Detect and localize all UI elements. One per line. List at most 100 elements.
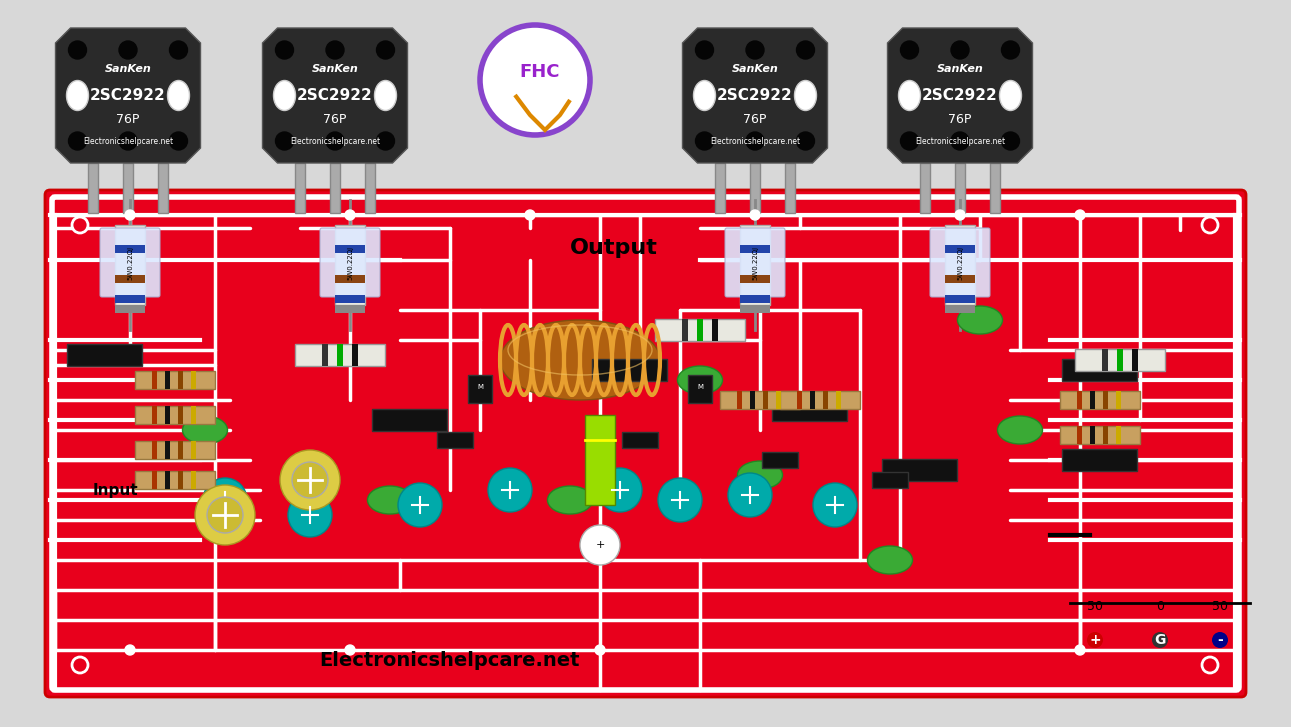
Circle shape bbox=[598, 468, 642, 512]
FancyBboxPatch shape bbox=[99, 228, 160, 297]
Bar bbox=[785, 163, 795, 213]
Bar bbox=[837, 391, 840, 409]
Bar bbox=[1103, 349, 1108, 371]
Circle shape bbox=[275, 41, 293, 59]
FancyBboxPatch shape bbox=[320, 228, 380, 297]
Bar bbox=[740, 305, 769, 313]
Bar bbox=[945, 245, 975, 253]
Text: 0: 0 bbox=[1155, 601, 1164, 614]
Text: 2SC2922: 2SC2922 bbox=[922, 88, 998, 103]
Text: Input: Input bbox=[92, 483, 138, 497]
Bar bbox=[780, 391, 860, 409]
Circle shape bbox=[68, 132, 86, 150]
Circle shape bbox=[195, 485, 256, 545]
Ellipse shape bbox=[182, 416, 227, 444]
Text: M: M bbox=[476, 384, 483, 390]
Text: 50: 50 bbox=[1087, 601, 1103, 614]
Circle shape bbox=[658, 478, 702, 522]
Bar bbox=[945, 305, 975, 313]
Bar bbox=[178, 371, 183, 389]
Polygon shape bbox=[56, 28, 200, 163]
Bar bbox=[123, 163, 133, 213]
Circle shape bbox=[750, 210, 760, 220]
Bar bbox=[334, 275, 365, 283]
Bar bbox=[1060, 426, 1140, 444]
Circle shape bbox=[327, 41, 343, 59]
Circle shape bbox=[951, 132, 970, 150]
Bar bbox=[115, 305, 145, 313]
Bar bbox=[715, 163, 726, 213]
Circle shape bbox=[1212, 632, 1228, 648]
Circle shape bbox=[1152, 632, 1168, 648]
Bar bbox=[352, 344, 358, 366]
Bar bbox=[1090, 426, 1095, 444]
Bar bbox=[178, 471, 183, 489]
Text: 5W0.22ΩJ: 5W0.22ΩJ bbox=[127, 246, 133, 280]
Circle shape bbox=[480, 25, 590, 135]
Bar bbox=[763, 391, 768, 409]
Bar bbox=[337, 344, 343, 366]
Circle shape bbox=[901, 41, 918, 59]
Text: 76P: 76P bbox=[116, 113, 139, 126]
Circle shape bbox=[951, 41, 970, 59]
Bar bbox=[720, 391, 800, 409]
Bar bbox=[945, 295, 975, 303]
Text: 50: 50 bbox=[1212, 601, 1228, 614]
Bar bbox=[136, 406, 216, 424]
Circle shape bbox=[275, 132, 293, 150]
Bar bbox=[165, 371, 170, 389]
Bar bbox=[682, 319, 688, 341]
Bar bbox=[1103, 426, 1108, 444]
Ellipse shape bbox=[500, 320, 660, 400]
Bar bbox=[1075, 349, 1164, 371]
Text: 76P: 76P bbox=[744, 113, 767, 126]
Circle shape bbox=[746, 41, 764, 59]
Bar bbox=[365, 163, 374, 213]
Bar bbox=[165, 406, 170, 424]
Bar bbox=[296, 163, 305, 213]
Bar bbox=[165, 471, 170, 489]
Circle shape bbox=[595, 645, 605, 655]
Circle shape bbox=[169, 41, 187, 59]
Bar bbox=[115, 295, 145, 303]
Text: 2SC2922: 2SC2922 bbox=[297, 88, 373, 103]
Bar bbox=[334, 225, 365, 305]
Ellipse shape bbox=[899, 81, 920, 111]
Circle shape bbox=[955, 210, 964, 220]
Ellipse shape bbox=[958, 306, 1003, 334]
Ellipse shape bbox=[868, 546, 913, 574]
Circle shape bbox=[72, 217, 88, 233]
Ellipse shape bbox=[737, 461, 782, 489]
Text: SanKen: SanKen bbox=[937, 63, 984, 73]
Bar bbox=[165, 441, 170, 459]
Ellipse shape bbox=[999, 81, 1021, 111]
Ellipse shape bbox=[794, 81, 816, 111]
Text: 5W0.22ΩJ: 5W0.22ΩJ bbox=[751, 246, 758, 280]
Circle shape bbox=[288, 493, 332, 537]
Bar bbox=[990, 163, 1001, 213]
Ellipse shape bbox=[368, 486, 413, 514]
Circle shape bbox=[696, 41, 714, 59]
Bar bbox=[158, 163, 168, 213]
Circle shape bbox=[1087, 632, 1103, 648]
Text: M: M bbox=[697, 384, 704, 390]
FancyBboxPatch shape bbox=[45, 190, 1246, 697]
Bar bbox=[1132, 349, 1137, 371]
Text: SanKen: SanKen bbox=[732, 63, 778, 73]
Ellipse shape bbox=[678, 366, 723, 394]
Text: Electronicshelpcare.net: Electronicshelpcare.net bbox=[83, 137, 173, 146]
Bar bbox=[321, 344, 328, 366]
Bar bbox=[1117, 349, 1123, 371]
Bar bbox=[740, 225, 769, 305]
Ellipse shape bbox=[998, 416, 1043, 444]
Circle shape bbox=[580, 525, 620, 565]
Bar bbox=[1115, 426, 1121, 444]
Bar bbox=[945, 225, 975, 305]
Circle shape bbox=[1075, 645, 1084, 655]
Bar bbox=[697, 319, 704, 341]
Ellipse shape bbox=[274, 81, 296, 111]
Bar bbox=[1062, 449, 1137, 471]
Bar bbox=[436, 432, 473, 448]
Circle shape bbox=[345, 210, 355, 220]
Text: FHC: FHC bbox=[520, 63, 560, 81]
